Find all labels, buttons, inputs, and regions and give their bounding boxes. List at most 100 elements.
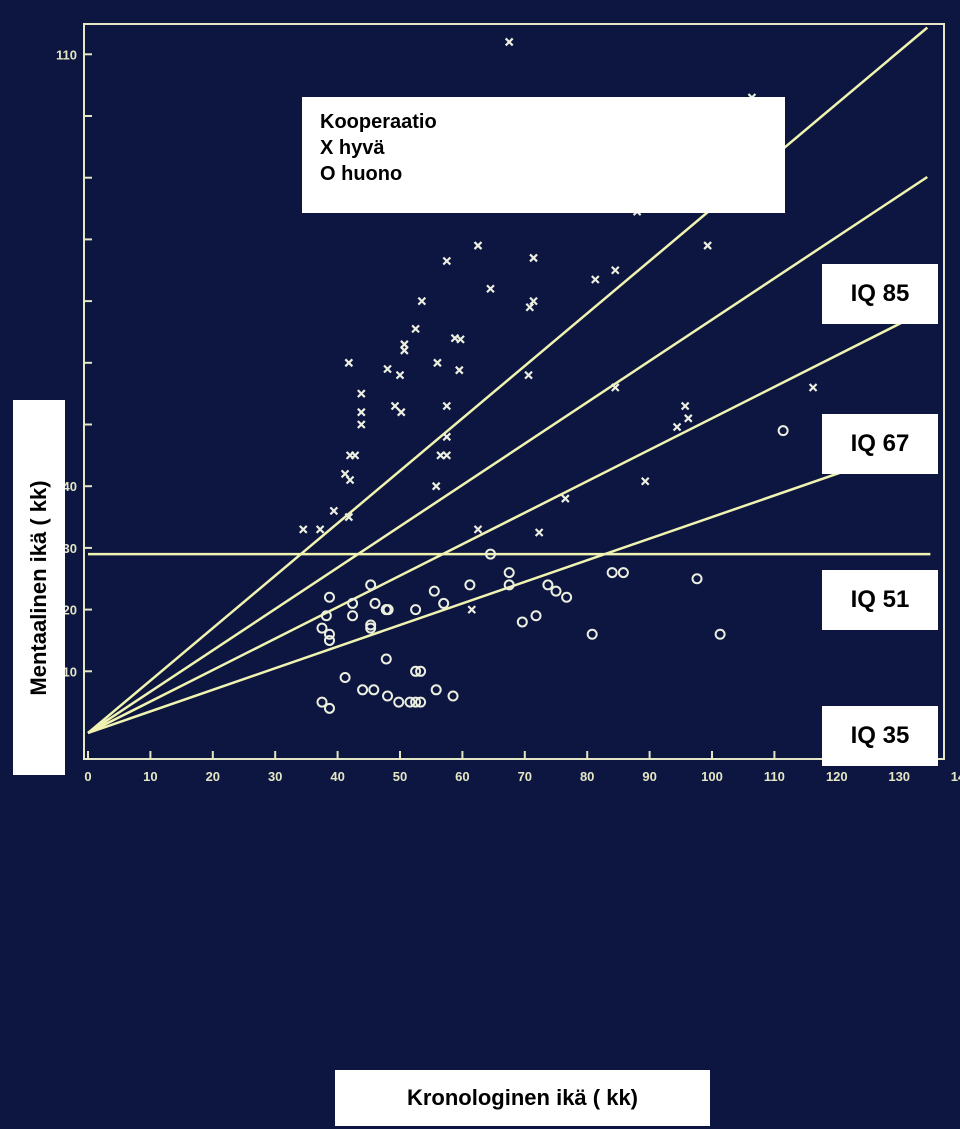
point-o-poor [365, 619, 377, 631]
y-tick-label: 120 [55, 0, 77, 1]
point-o-poor [586, 628, 598, 640]
iq-85-line [87, 26, 929, 734]
x-tick-label: 50 [393, 769, 407, 784]
point-x-good [640, 476, 650, 486]
y-tick-label: 30 [63, 541, 77, 556]
point-x-good [808, 383, 818, 392]
point-x-good [417, 296, 427, 306]
plot-frame [83, 23, 945, 760]
point-o-poor [323, 591, 335, 603]
point-x-good [299, 525, 308, 534]
point-o-poor [617, 567, 629, 579]
iq-35-line [87, 441, 928, 735]
point-x-good [473, 241, 483, 250]
point-o-poor [380, 604, 392, 616]
iq-67-line [87, 175, 928, 735]
point-o-poor [516, 616, 528, 628]
point-x-good [680, 401, 690, 411]
point-o-poor [691, 573, 703, 585]
iq-35-label: IQ 35 [822, 706, 938, 766]
legend-item-good: X hyvä [320, 137, 385, 159]
point-o-poor [503, 579, 515, 591]
point-x-good [400, 346, 409, 355]
point-x-good [357, 407, 366, 417]
y-axis-label: Mentaalinen ikä ( kk) [26, 479, 51, 696]
point-x-good [524, 370, 533, 380]
point-x-good [611, 265, 620, 275]
point-x-good [672, 422, 682, 432]
point-x-good [345, 475, 355, 485]
x-tick-label: 30 [268, 769, 282, 784]
point-o-poor [320, 610, 332, 622]
reference-lines [87, 26, 931, 735]
point-o-poor [323, 702, 335, 714]
point-x-good [456, 335, 465, 344]
point-x-good [473, 525, 483, 534]
point-x-good [344, 512, 354, 522]
point-o-poor [530, 610, 542, 622]
x-tick-label: 70 [518, 769, 532, 784]
point-o-poor [428, 585, 440, 597]
y-tick-label: 40 [63, 479, 77, 494]
point-x-good [684, 414, 693, 423]
legend: Kooperaatio X hyvä O huono [302, 97, 785, 213]
axis-layer: 0 10 20 30 40 50 60 70 80 90 100 110 120 130 140 10 20 30… [55, 0, 960, 784]
point-x-good [433, 358, 442, 368]
point-x-good [442, 401, 452, 411]
point-x-good [344, 358, 354, 368]
point-o-poor [347, 597, 359, 609]
point-o-poor [415, 665, 427, 677]
y-tick-label: 20 [63, 603, 77, 618]
data-points [299, 37, 818, 714]
y-axis-label-box: Mentaalinen ikä ( kk) [13, 400, 65, 775]
point-x-good [431, 481, 441, 491]
point-x-good [561, 494, 570, 503]
point-o-poor [323, 628, 335, 640]
point-o-poor [410, 604, 422, 616]
x-tick-label: 120 [826, 769, 848, 784]
x-tick-label: 110 [764, 769, 785, 784]
point-o-poor [777, 425, 789, 437]
point-o-poor [438, 597, 450, 609]
point-o-poor [316, 622, 328, 634]
point-x-good [396, 407, 406, 417]
point-x-good [534, 528, 544, 537]
point-x-good [436, 451, 445, 460]
point-o-poor [503, 567, 515, 579]
x-tick-label: 90 [642, 769, 656, 784]
point-o-poor [714, 628, 726, 640]
x-tick-label: 130 [888, 769, 910, 784]
point-o-poor [323, 634, 335, 646]
x-tick-label: 60 [455, 769, 469, 784]
point-o-poor [382, 690, 394, 702]
point-o-poor [410, 696, 422, 708]
point-x-good [383, 364, 392, 374]
point-o-poor [550, 585, 562, 597]
point-o-poor [447, 690, 459, 702]
x-tick-label: 100 [701, 769, 723, 784]
point-x-good [486, 284, 495, 294]
x-axis-label: Kronologinen ikä ( kk) [335, 1070, 710, 1126]
point-x-good [442, 451, 452, 460]
point-o-poor [430, 684, 442, 696]
point-x-good [455, 365, 464, 375]
iq-85-label: IQ 85 [822, 264, 938, 324]
point-o-poor [393, 696, 405, 708]
y-tick-label: 10 [63, 664, 77, 679]
point-o-poor [404, 696, 416, 708]
x-tick-label: 20 [206, 769, 220, 784]
point-o-poor [368, 684, 380, 696]
point-o-poor [365, 579, 377, 591]
legend-item-poor: O huono [320, 163, 403, 185]
point-o-poor [339, 671, 351, 683]
point-x-good [390, 401, 400, 411]
iq-51-line [87, 308, 928, 735]
point-x-good [504, 37, 514, 47]
point-o-poor [316, 696, 328, 708]
point-x-good [315, 525, 325, 534]
point-o-poor [484, 548, 496, 560]
point-o-poor [369, 597, 381, 609]
point-x-good [357, 389, 366, 398]
point-x-good [442, 256, 452, 266]
point-x-good [611, 383, 620, 392]
